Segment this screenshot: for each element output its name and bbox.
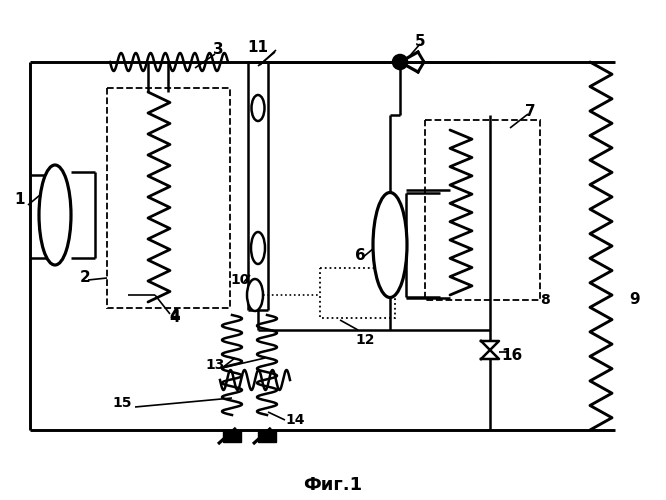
Text: 1: 1 [15, 192, 25, 208]
Ellipse shape [39, 165, 71, 265]
Text: 11: 11 [248, 40, 268, 56]
Ellipse shape [373, 192, 407, 298]
Polygon shape [223, 430, 241, 442]
Text: 14: 14 [285, 413, 305, 427]
Text: 5: 5 [415, 34, 426, 50]
Text: 3: 3 [212, 42, 223, 58]
Ellipse shape [251, 232, 265, 264]
Text: 8: 8 [540, 293, 550, 307]
Text: 10: 10 [230, 273, 250, 287]
Text: 15: 15 [113, 396, 132, 410]
Text: 13: 13 [205, 358, 224, 372]
Polygon shape [481, 341, 499, 350]
Bar [107, 88, 230, 308]
Text: 7: 7 [525, 104, 535, 120]
Text: 9: 9 [629, 292, 640, 308]
Bar [425, 120, 540, 300]
Text: 6: 6 [354, 248, 366, 262]
Polygon shape [481, 350, 499, 359]
Text: 4: 4 [170, 310, 180, 326]
Text: 16: 16 [501, 348, 523, 362]
Circle shape [393, 55, 407, 69]
Text: 2: 2 [80, 270, 91, 285]
Text: 4: 4 [170, 308, 180, 322]
Ellipse shape [252, 95, 264, 121]
Text: 12: 12 [355, 333, 375, 347]
Bar [320, 268, 395, 318]
Ellipse shape [247, 279, 263, 311]
Polygon shape [258, 430, 276, 442]
Text: Фиг.1: Фиг.1 [304, 476, 362, 494]
